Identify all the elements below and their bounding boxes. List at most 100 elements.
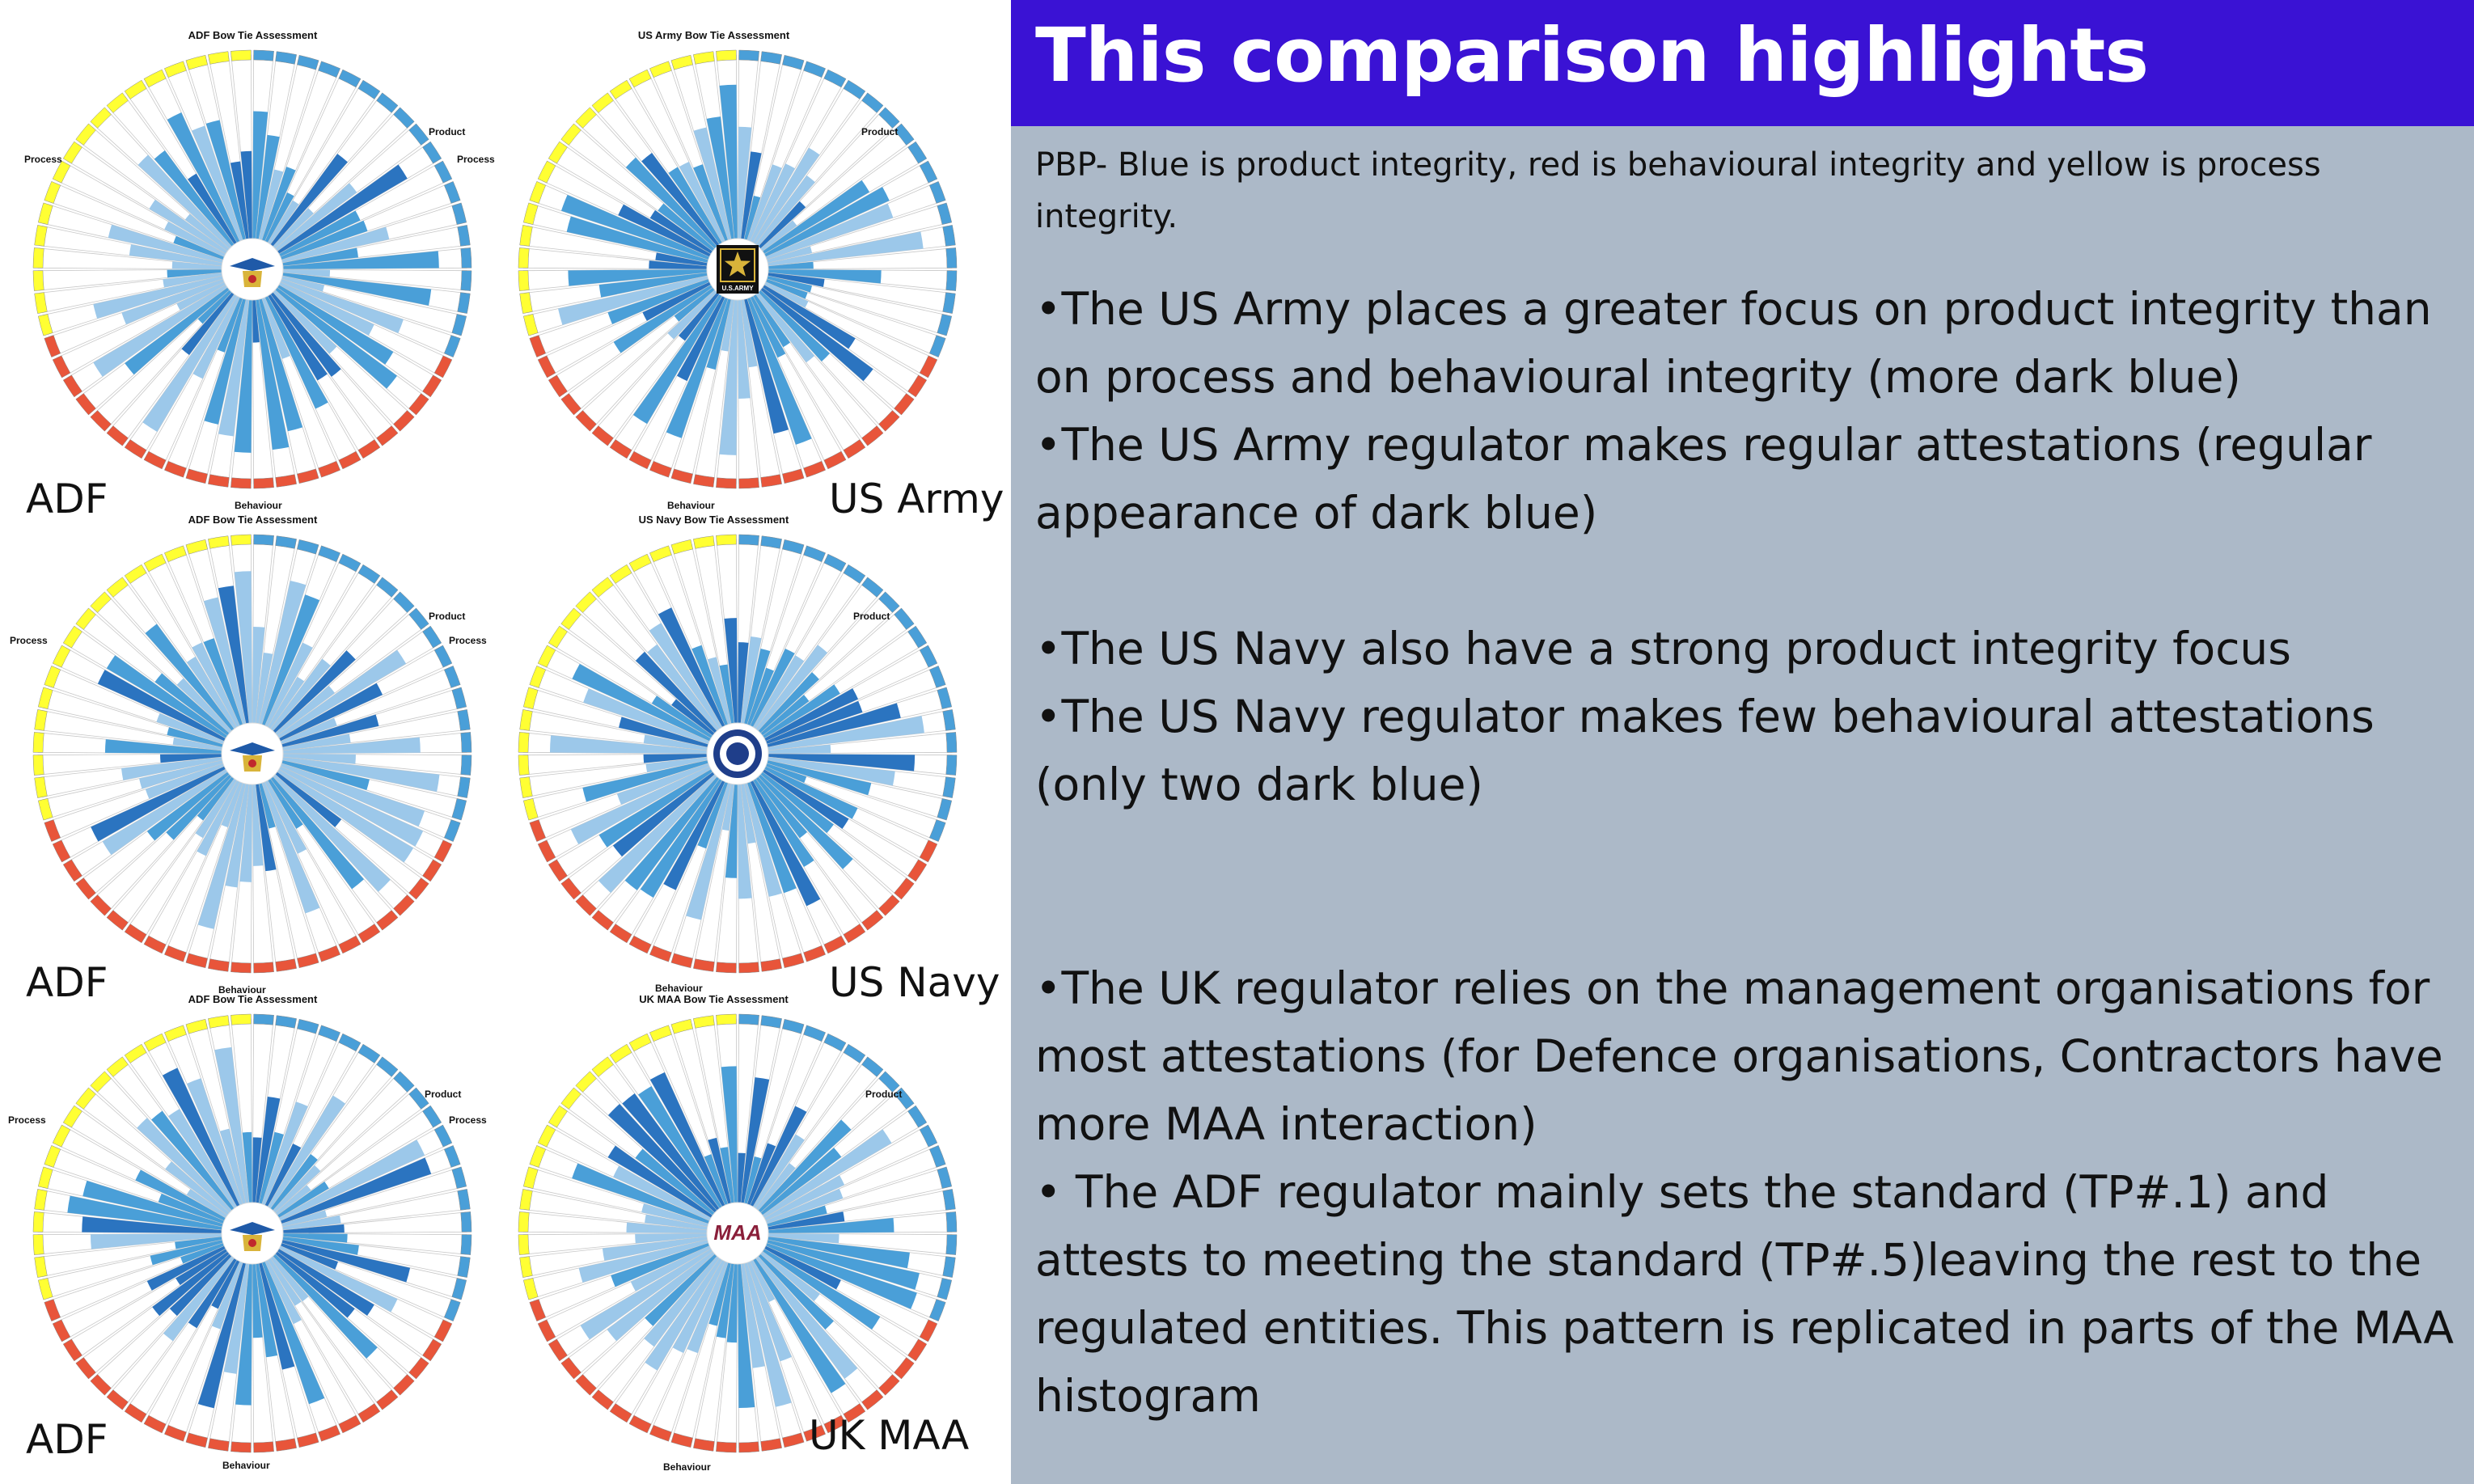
integrity-tag (861, 92, 884, 113)
value-bar (668, 167, 722, 245)
value-bar (273, 208, 314, 249)
value-bar (137, 1118, 232, 1213)
value-bar (279, 683, 383, 742)
value-bar (252, 784, 264, 866)
value-bar (764, 1175, 845, 1221)
integrity-tag (878, 894, 900, 916)
value-bar (671, 699, 715, 736)
integrity-tag (519, 292, 533, 314)
integrity-tag (124, 1043, 147, 1063)
value-bar (768, 757, 895, 786)
value-bar (687, 1261, 729, 1354)
integrity-tag (670, 539, 693, 555)
integrity-tag (34, 292, 48, 314)
color-legend-text: PBP- Blue is product integrity, red is b… (1035, 146, 2321, 235)
value-bar (762, 180, 870, 254)
value-bar (641, 1203, 708, 1227)
value-bar (738, 299, 751, 400)
integrity-tag (609, 924, 632, 944)
group-label-process: Process (10, 635, 48, 646)
value-bar (719, 84, 738, 239)
integrity-tag (609, 1043, 632, 1063)
integrity-tag (90, 894, 112, 916)
integrity-tag (338, 1033, 362, 1052)
integrity-tag (548, 1105, 568, 1128)
value-bar (221, 781, 243, 828)
value-bar (225, 784, 249, 888)
value-bar (741, 299, 758, 368)
chart-country-label: ADF (26, 959, 108, 1006)
integrity-tag (522, 687, 539, 709)
integrity-tag (393, 1071, 415, 1093)
value-bar (104, 739, 222, 754)
integrity-tag (75, 1087, 96, 1110)
value-bar (607, 1145, 713, 1218)
integrity-tag (560, 393, 581, 416)
value-bar (643, 754, 708, 763)
value-bar (755, 292, 815, 363)
integrity-tag (907, 1338, 928, 1362)
value-bar (275, 1185, 311, 1216)
value-bar (764, 1245, 841, 1290)
integrity-tag (942, 1189, 956, 1211)
value-bar (270, 1256, 309, 1302)
value-bar (767, 760, 872, 796)
value-bar (219, 1128, 246, 1204)
integrity-tag (670, 1432, 693, 1448)
integrity-tag (548, 374, 568, 398)
integrity-tag (945, 732, 958, 753)
value-bar (616, 763, 710, 805)
integrity-tag (823, 69, 847, 88)
value-bar (264, 296, 328, 409)
value-bar (256, 299, 290, 450)
integrity-tag (591, 577, 614, 598)
integrity-tag (518, 732, 530, 753)
integrity-tag (522, 798, 539, 821)
integrity-tag (878, 410, 900, 432)
integrity-tag (716, 477, 737, 489)
value-bar (180, 1242, 225, 1264)
value-bar (760, 1148, 842, 1216)
value-bar (264, 192, 294, 243)
integrity-tag (422, 1338, 442, 1362)
integrity-tag (803, 945, 826, 962)
value-bar (753, 1134, 805, 1209)
value-bar (151, 1110, 235, 1211)
integrity-tag (609, 1403, 632, 1423)
integrity-tag (716, 534, 737, 546)
value-bar (261, 781, 320, 914)
value-bar (762, 1249, 881, 1330)
integrity-tag (230, 1441, 252, 1453)
value-bar (264, 642, 313, 727)
value-bar (234, 571, 252, 724)
value-bar (649, 1072, 725, 1207)
integrity-tag (548, 859, 568, 882)
integrity-tag (62, 141, 82, 164)
integrity-tag (408, 393, 429, 416)
value-bar (172, 738, 222, 750)
adf-crest-icon (221, 238, 284, 301)
integrity-tag (519, 1256, 533, 1278)
integrity-tag (357, 79, 381, 99)
integrity-tag (37, 1166, 53, 1189)
integrity-tag (37, 798, 53, 821)
integrity-tag (760, 958, 782, 972)
integrity-tag (451, 314, 467, 336)
integrity-tag (537, 1319, 556, 1342)
value-bar (768, 744, 831, 754)
integrity-tag (609, 439, 632, 459)
chart-grid: ADF Bow Tie Assessment Product Process B… (0, 0, 1011, 1484)
integrity-tag (443, 666, 461, 688)
integrity-tag (928, 335, 946, 357)
value-bar (186, 1189, 228, 1218)
value-bar (744, 783, 782, 897)
integrity-tag (422, 859, 442, 882)
integrity-tag (823, 450, 847, 470)
integrity-tag (760, 535, 782, 549)
value-bar (256, 652, 273, 724)
integrity-tag (208, 1438, 230, 1452)
value-bar (765, 763, 807, 784)
group-label-process: Process (8, 1114, 46, 1126)
integrity-tag (34, 709, 48, 731)
group-label-product: Product (429, 126, 466, 137)
